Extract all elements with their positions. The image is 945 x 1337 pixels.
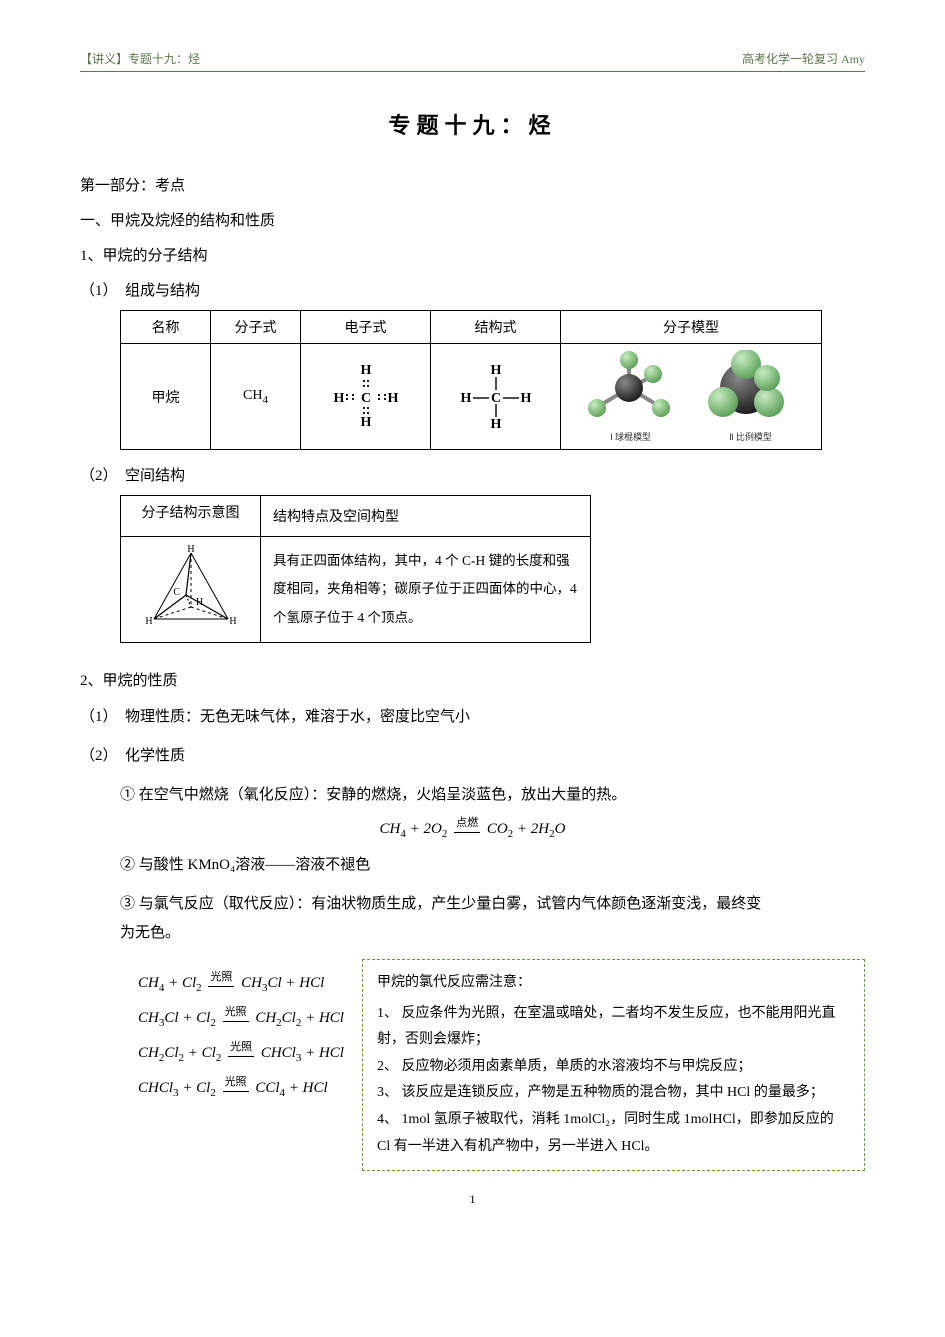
chlorination-eq-1: CH4 + Cl2 光照 CH3Cl + HCl — [138, 975, 344, 994]
chem-reaction-3b: 为无色。 — [120, 920, 865, 947]
svg-text:H: H — [229, 616, 236, 627]
section-1-heading: 一、甲烷及烷烃的结构和性质 — [80, 209, 865, 230]
cell-structural-formula: H C H H H — [431, 344, 561, 450]
note-line-2: 2、 反应物必须用卤素单质，单质的水溶液均不与甲烷反应； — [377, 1054, 850, 1081]
svg-text:H: H — [196, 597, 203, 608]
electron-formula-icon: H C H H H — [325, 364, 407, 430]
structure-table: 名称 分子式 电子式 结构式 分子模型 甲烷 CH4 H C H H H — [120, 310, 822, 450]
cell-formula: CH4 — [211, 344, 301, 450]
tetrahedron-icon: H H H H C — [136, 545, 246, 635]
svg-text:H: H — [187, 545, 194, 555]
cell-electron-formula: H C H H H — [301, 344, 431, 450]
item-2-heading: 2、甲烷的性质 — [80, 669, 865, 690]
table-header-row: 分子结构示意图 结构特点及空间构型 — [121, 496, 591, 537]
subitem-1-heading: （1） 组成与结构 — [80, 279, 865, 300]
chlorination-eq-2: CH3Cl + Cl2 光照 CH2Cl2 + HCl — [138, 1010, 344, 1029]
subitem-2-heading: （2） 空间结构 — [80, 464, 865, 485]
svg-text:H: H — [520, 391, 531, 406]
svg-text:H: H — [460, 391, 471, 406]
cell-molecule-model: Ⅰ 球棍模型 Ⅱ 比例模型 — [561, 344, 822, 450]
model-label-1: Ⅰ 球棍模型 — [610, 430, 651, 443]
header-right: 高考化学一轮复习 Amy — [742, 50, 865, 67]
physical-property: （1） 物理性质：无色无味气体，难溶于水，密度比空气小 — [80, 704, 865, 731]
note-line-4: 4、 1mol 氢原子被取代，消耗 1molCl₂，同时生成 1molHCl，即… — [377, 1107, 850, 1160]
svg-text:H: H — [387, 391, 398, 406]
th-diagram: 分子结构示意图 — [121, 496, 261, 537]
chlorination-eq-4: CHCl3 + Cl2 光照 CCl4 + HCl — [138, 1080, 344, 1099]
table-row: 甲烷 CH4 H C H H H H C — [121, 344, 822, 450]
cell-tetrahedron: H H H H C — [121, 537, 261, 643]
th-name: 名称 — [121, 311, 211, 344]
model-labels: Ⅰ 球棍模型 Ⅱ 比例模型 — [571, 430, 811, 443]
model-label-2: Ⅱ 比例模型 — [729, 430, 772, 443]
th-model: 分子模型 — [561, 311, 822, 344]
th-electron: 电子式 — [301, 311, 431, 344]
svg-text:C: C — [360, 391, 370, 406]
svg-text:H: H — [333, 391, 344, 406]
note-line-3: 3、 该反应是连锁反应，产物是五种物质的混合物，其中 HCl 的量最多； — [377, 1080, 850, 1107]
svg-text:H: H — [490, 363, 501, 378]
svg-text:H: H — [360, 364, 371, 378]
chem-reaction-1: ① 在空气中燃烧（氧化反应）：安静的燃烧，火焰呈淡蓝色，放出大量的热。 — [120, 782, 865, 809]
th-formula: 分子式 — [211, 311, 301, 344]
part-heading: 第一部分：考点 — [80, 174, 865, 195]
chem-reaction-2: ② 与酸性 KMnO₄溶液――溶液不褪色 — [120, 852, 865, 879]
svg-text:C: C — [490, 391, 500, 406]
note-title: 甲烷的氯代反应需注意： — [377, 970, 850, 997]
chlorination-eq-3: CH2Cl2 + Cl2 光照 CHCl3 + HCl — [138, 1045, 344, 1064]
structural-formula-icon: H C H H H — [453, 362, 539, 432]
header-left: 【讲义】专题十九：烃 — [80, 50, 200, 67]
page-header: 【讲义】专题十九：烃 高考化学一轮复习 Amy — [80, 50, 865, 72]
combustion-equation: CH4 + 2O2 点燃 CO2 + 2H2O — [80, 821, 865, 840]
svg-text:C: C — [173, 587, 180, 598]
page-number: 1 — [0, 1192, 945, 1207]
chlorination-note-box: 甲烷的氯代反应需注意： 1、 反应条件为光照，在室温或暗处，二者均不发生反应，也… — [362, 959, 865, 1171]
cell-name: 甲烷 — [121, 344, 211, 450]
spatial-table: 分子结构示意图 结构特点及空间构型 H H H H C — [120, 495, 591, 643]
th-desc: 结构特点及空间构型 — [261, 496, 591, 537]
svg-text:H: H — [490, 417, 501, 432]
item-1-heading: 1、甲烷的分子结构 — [80, 244, 865, 265]
chem-reaction-3a: ③ 与氯气反应（取代反应）：有油状物质生成，产生少量白雾，试管内气体颜色逐渐变浅… — [120, 891, 865, 918]
page-title: 专题十九：烃 — [80, 108, 865, 140]
chlorination-block: CH4 + Cl2 光照 CH3Cl + HCl CH3Cl + Cl2 光照 … — [80, 959, 865, 1171]
chlorination-equations: CH4 + Cl2 光照 CH3Cl + HCl CH3Cl + Cl2 光照 … — [138, 959, 344, 1115]
svg-text:H: H — [360, 415, 371, 430]
note-line-1: 1、 反应条件为光照，在室温或暗处，二者均不发生反应，也不能用阳光直射，否则会爆… — [377, 1001, 850, 1054]
cell-spatial-desc: 具有正四面体结构，其中，4 个 C-H 键的长度和强度相同，夹角相等；碳原子位于… — [261, 537, 591, 643]
svg-text:H: H — [145, 616, 152, 627]
condition-ignite: 点燃 — [454, 814, 480, 833]
molecule-model-icon — [571, 350, 811, 428]
table-row: H H H H C 具有正四面体结构，其中，4 个 C-H 键的长度和强度相同，… — [121, 537, 591, 643]
table-header-row: 名称 分子式 电子式 结构式 分子模型 — [121, 311, 822, 344]
chemical-property-heading: （2） 化学性质 — [80, 743, 865, 770]
th-structural: 结构式 — [431, 311, 561, 344]
